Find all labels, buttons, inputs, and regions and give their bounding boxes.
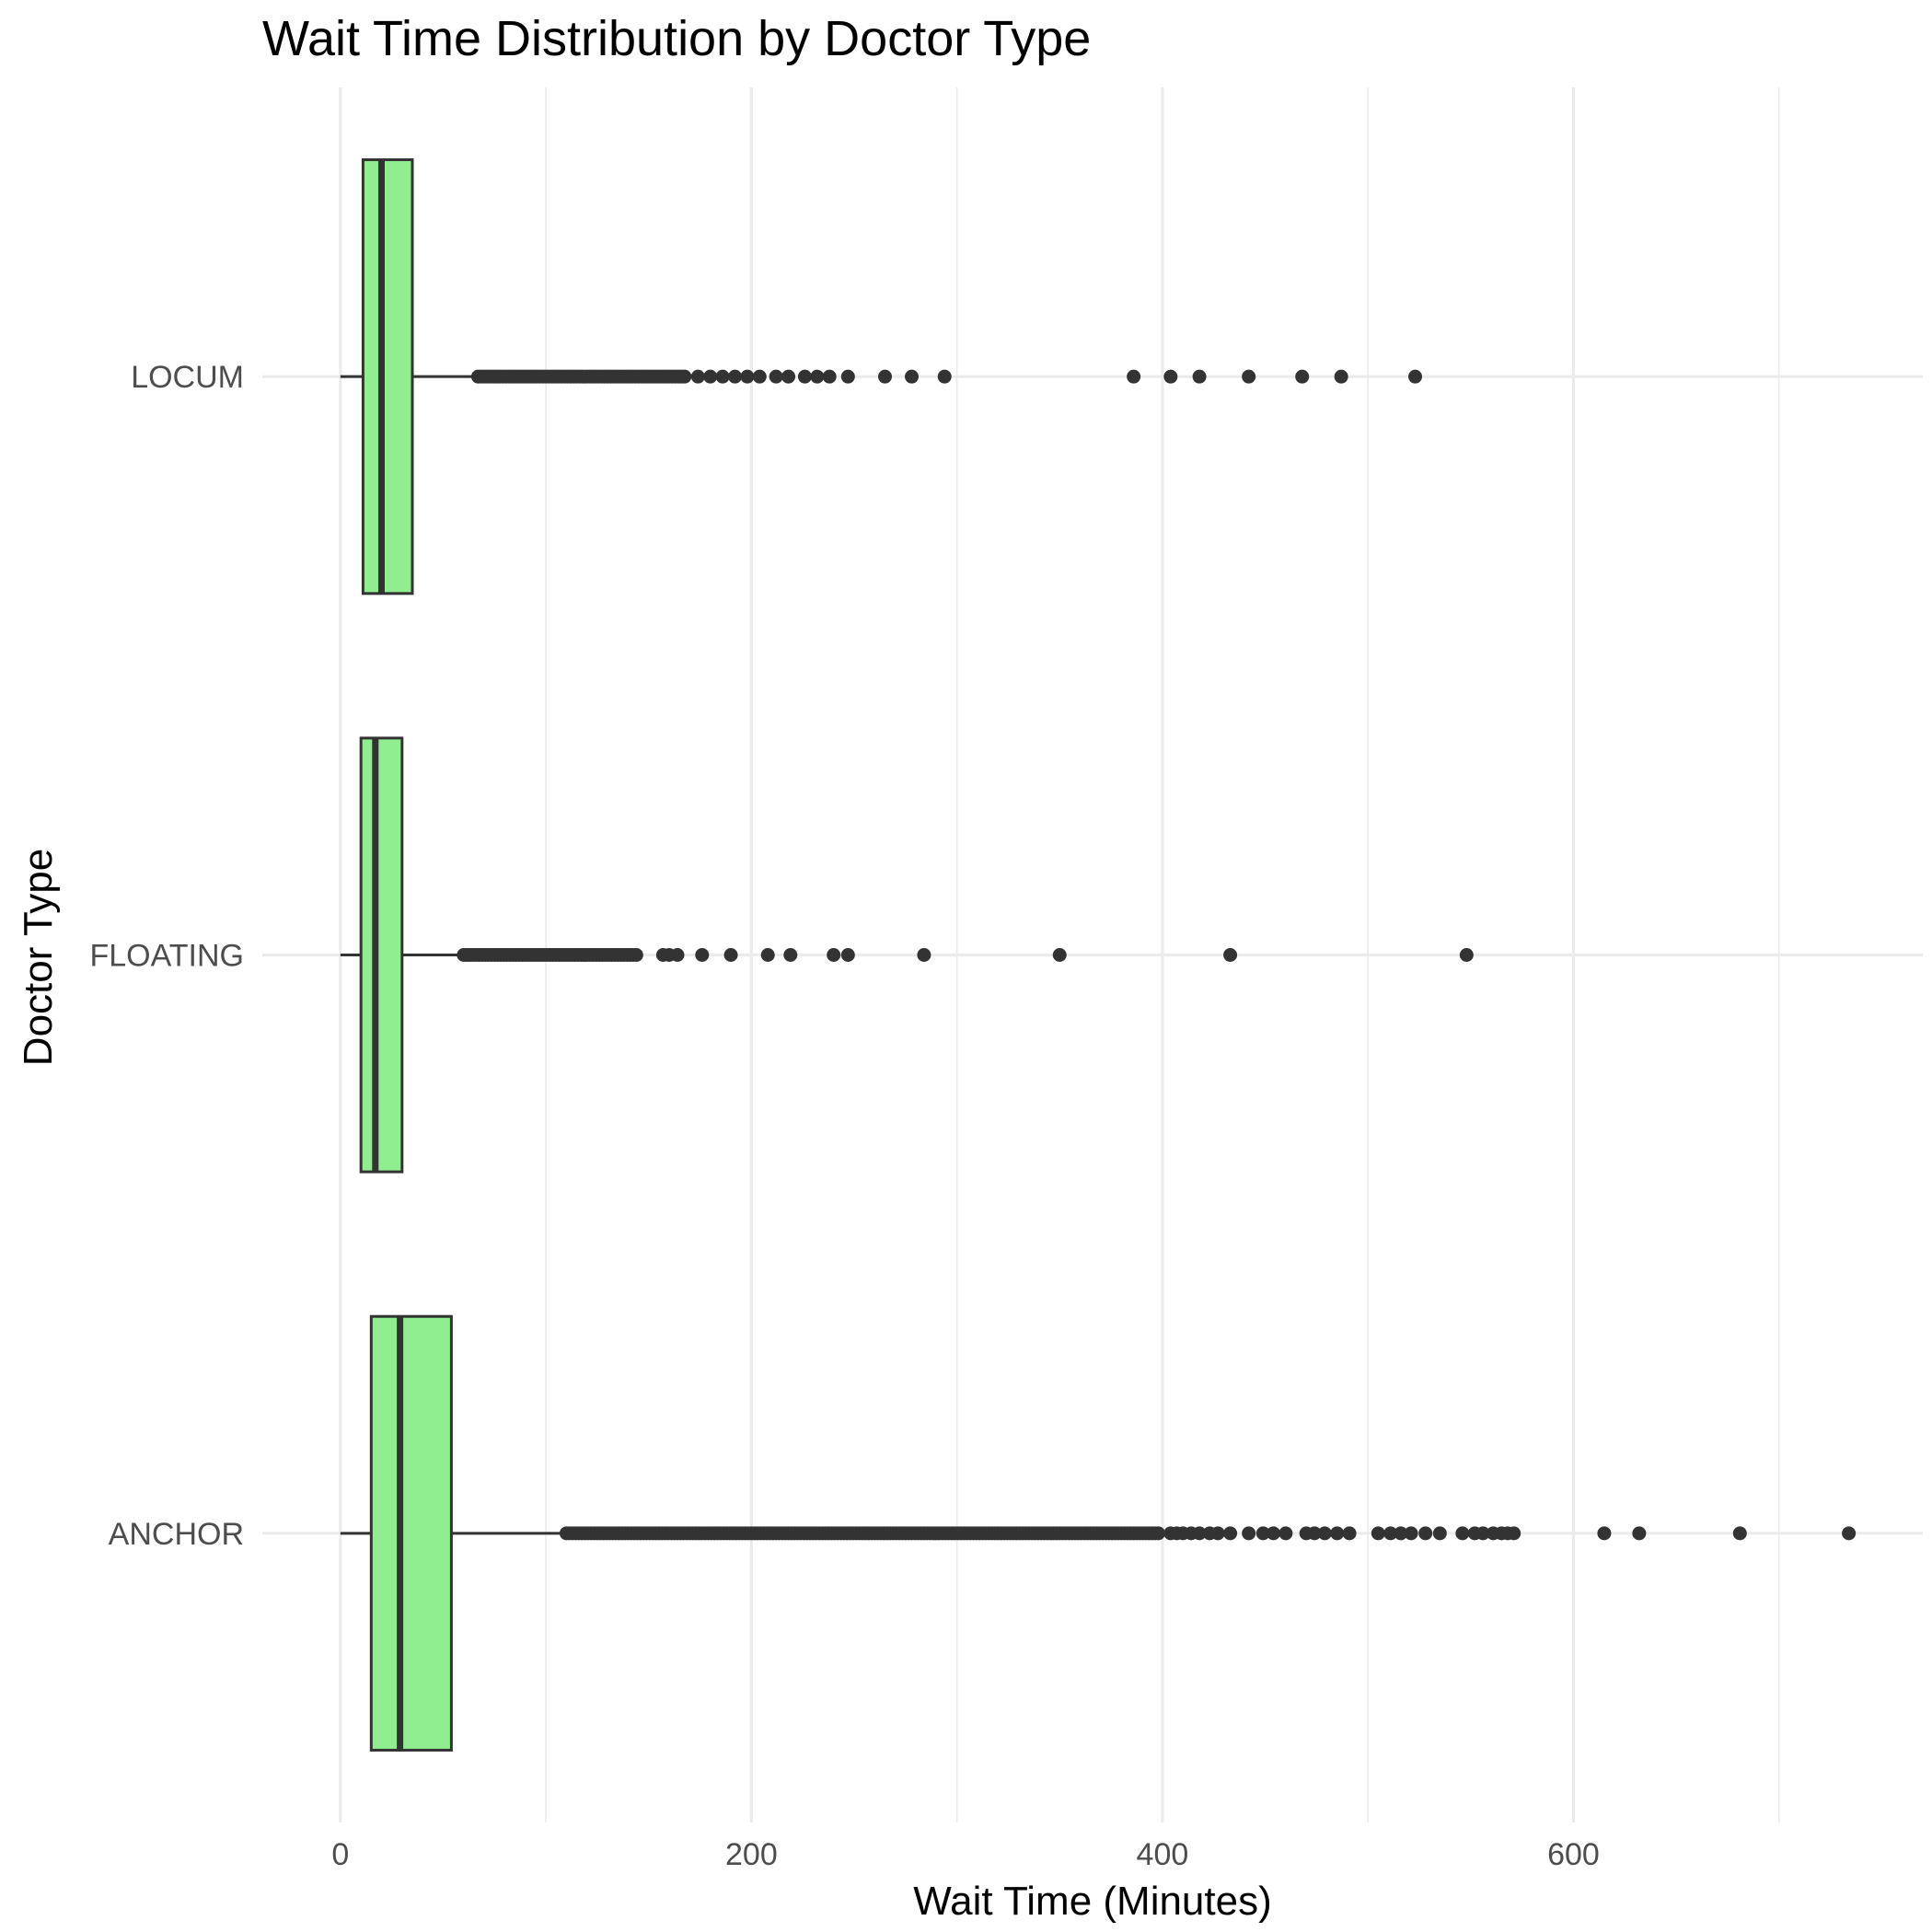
outlier-point xyxy=(827,948,841,962)
outlier-point xyxy=(629,948,643,962)
outlier-point xyxy=(1307,1526,1322,1541)
x-tick-label: 600 xyxy=(1547,1837,1600,1872)
outlier-point xyxy=(1632,1526,1647,1541)
x-axis-title: Wait Time (Minutes) xyxy=(913,1879,1272,1924)
outlier-point xyxy=(1418,1526,1433,1541)
outlier-point xyxy=(797,369,812,384)
outlier-point xyxy=(670,948,685,962)
outlier-point xyxy=(1459,948,1474,962)
outlier-point xyxy=(1597,1526,1612,1541)
outlier-point xyxy=(840,369,855,384)
outlier-point xyxy=(1475,1526,1490,1541)
outlier-point xyxy=(723,948,738,962)
boxplots xyxy=(340,158,1857,1752)
outlier-point xyxy=(1432,1526,1447,1541)
x-axis-ticks: 0 200 400 600 xyxy=(331,1837,1599,1872)
outlier-point xyxy=(695,948,710,962)
outlier-point xyxy=(1242,369,1256,384)
boxplot-anchor xyxy=(340,1314,1857,1752)
outlier-point xyxy=(1151,1526,1165,1541)
outlier-point xyxy=(1210,1526,1225,1541)
iqr-box xyxy=(359,736,404,1174)
outlier-point xyxy=(1223,948,1238,962)
outlier-point xyxy=(1404,1526,1418,1541)
iqr-box xyxy=(361,158,414,596)
outlier-point xyxy=(937,369,952,384)
outlier-point xyxy=(1330,1526,1345,1541)
outlier-point xyxy=(728,369,743,384)
outlier-point xyxy=(1842,1526,1857,1541)
outlier-point xyxy=(905,369,920,384)
chart-title: Wait Time Distribution by Doctor Type xyxy=(262,11,1091,66)
x-tick-label: 200 xyxy=(725,1837,778,1872)
outlier-point xyxy=(1408,369,1423,384)
outlier-point xyxy=(1455,1526,1470,1541)
boxplot-floating xyxy=(340,736,1474,1174)
outlier-point xyxy=(840,948,855,962)
y-axis-ticks: ANCHOR FLOATING LOCUM xyxy=(90,360,245,1552)
outlier-point xyxy=(1163,369,1178,384)
y-tick-label: FLOATING xyxy=(90,939,245,974)
outlier-point xyxy=(810,369,825,384)
outlier-point xyxy=(878,369,892,384)
outlier-point xyxy=(1507,1526,1521,1541)
outlier-point xyxy=(1317,1526,1332,1541)
outlier-point xyxy=(1383,1526,1398,1541)
outlier-point xyxy=(822,369,837,384)
outlier-point xyxy=(715,369,730,384)
outlier-point xyxy=(752,369,767,384)
outlier-point xyxy=(690,369,705,384)
outlier-point xyxy=(1052,948,1067,962)
outlier-point xyxy=(783,948,798,962)
outlier-point xyxy=(781,369,796,384)
outlier-point xyxy=(1394,1526,1408,1541)
y-axis-title: Doctor Type xyxy=(16,849,61,1066)
y-tick-label: ANCHOR xyxy=(109,1517,244,1552)
outlier-point xyxy=(917,948,931,962)
outlier-point xyxy=(1732,1526,1747,1541)
outlier-point xyxy=(1192,1526,1207,1541)
outlier-point xyxy=(740,369,755,384)
outlier-point xyxy=(1255,1526,1270,1541)
x-tick-label: 0 xyxy=(331,1837,349,1872)
outlier-point xyxy=(760,948,775,962)
outlier-point xyxy=(677,369,692,384)
outlier-point xyxy=(1223,1526,1238,1541)
boxplot-locum xyxy=(340,158,1423,596)
outlier-point xyxy=(1278,1526,1293,1541)
outlier-point xyxy=(1334,369,1348,384)
outlier-point xyxy=(1266,1526,1280,1541)
outlier-point xyxy=(1295,369,1310,384)
x-tick-label: 400 xyxy=(1137,1837,1189,1872)
iqr-box xyxy=(369,1314,453,1752)
outlier-point xyxy=(1242,1526,1256,1541)
outlier-point xyxy=(703,369,718,384)
y-tick-label: LOCUM xyxy=(131,360,244,395)
outlier-point xyxy=(1371,1526,1385,1541)
outlier-point xyxy=(1127,369,1141,384)
outlier-point xyxy=(1342,1526,1357,1541)
outlier-point xyxy=(769,369,783,384)
outlier-point xyxy=(1192,369,1207,384)
